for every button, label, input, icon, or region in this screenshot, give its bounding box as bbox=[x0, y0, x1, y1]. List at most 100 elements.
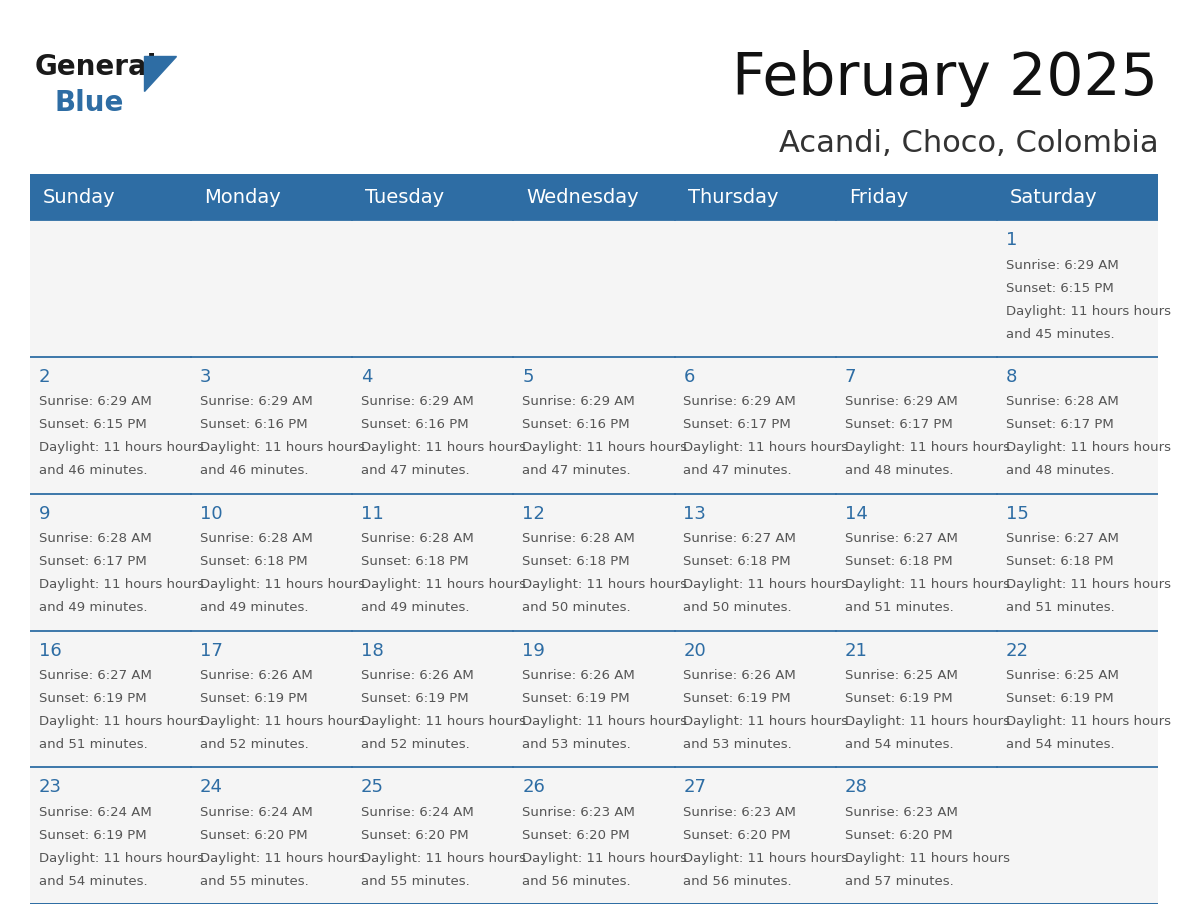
Text: Sunset: 6:19 PM: Sunset: 6:19 PM bbox=[200, 692, 308, 705]
Text: Sunset: 6:18 PM: Sunset: 6:18 PM bbox=[845, 555, 953, 568]
Text: and 56 minutes.: and 56 minutes. bbox=[683, 875, 792, 888]
Text: Daylight: 11 hours hours: Daylight: 11 hours hours bbox=[523, 715, 687, 728]
Text: Sunrise: 6:23 AM: Sunrise: 6:23 AM bbox=[523, 806, 636, 819]
Text: Sunset: 6:17 PM: Sunset: 6:17 PM bbox=[1006, 419, 1113, 431]
Text: and 57 minutes.: and 57 minutes. bbox=[845, 875, 954, 888]
Text: 18: 18 bbox=[361, 642, 384, 660]
Text: Saturday: Saturday bbox=[1010, 188, 1098, 207]
Text: and 54 minutes.: and 54 minutes. bbox=[845, 738, 953, 751]
Text: Friday: Friday bbox=[848, 188, 908, 207]
Text: and 46 minutes.: and 46 minutes. bbox=[38, 465, 147, 477]
Polygon shape bbox=[145, 56, 176, 91]
Text: and 53 minutes.: and 53 minutes. bbox=[523, 738, 631, 751]
Text: Daylight: 11 hours hours: Daylight: 11 hours hours bbox=[361, 715, 526, 728]
Text: Daylight: 11 hours hours: Daylight: 11 hours hours bbox=[1006, 305, 1171, 318]
Text: Daylight: 11 hours hours: Daylight: 11 hours hours bbox=[361, 442, 526, 454]
Text: Sunset: 6:17 PM: Sunset: 6:17 PM bbox=[845, 419, 953, 431]
Text: Sunrise: 6:25 AM: Sunrise: 6:25 AM bbox=[1006, 669, 1119, 682]
Text: Sunset: 6:17 PM: Sunset: 6:17 PM bbox=[683, 419, 791, 431]
Text: Daylight: 11 hours hours: Daylight: 11 hours hours bbox=[683, 715, 848, 728]
Bar bbox=[30, 767, 191, 904]
Text: Sunrise: 6:28 AM: Sunrise: 6:28 AM bbox=[523, 532, 636, 545]
Bar bbox=[191, 494, 352, 631]
Text: Daylight: 11 hours hours: Daylight: 11 hours hours bbox=[845, 442, 1010, 454]
Text: 17: 17 bbox=[200, 642, 222, 660]
Text: 8: 8 bbox=[1006, 368, 1017, 386]
Text: and 52 minutes.: and 52 minutes. bbox=[361, 738, 469, 751]
Text: Daylight: 11 hours hours: Daylight: 11 hours hours bbox=[38, 578, 203, 591]
Text: Sunrise: 6:27 AM: Sunrise: 6:27 AM bbox=[845, 532, 958, 545]
Text: 12: 12 bbox=[523, 505, 545, 523]
Text: Daylight: 11 hours hours: Daylight: 11 hours hours bbox=[683, 442, 848, 454]
Text: Daylight: 11 hours hours: Daylight: 11 hours hours bbox=[683, 852, 848, 865]
Text: and 54 minutes.: and 54 minutes. bbox=[1006, 738, 1114, 751]
Text: Sunset: 6:20 PM: Sunset: 6:20 PM bbox=[523, 829, 630, 842]
Text: Sunrise: 6:26 AM: Sunrise: 6:26 AM bbox=[683, 669, 796, 682]
Text: Sunrise: 6:27 AM: Sunrise: 6:27 AM bbox=[683, 532, 796, 545]
Text: Sunrise: 6:29 AM: Sunrise: 6:29 AM bbox=[523, 396, 636, 409]
Text: 14: 14 bbox=[845, 505, 867, 523]
Text: and 46 minutes.: and 46 minutes. bbox=[200, 465, 309, 477]
Text: Sunrise: 6:27 AM: Sunrise: 6:27 AM bbox=[38, 669, 151, 682]
Bar bbox=[836, 357, 997, 494]
Text: Daylight: 11 hours hours: Daylight: 11 hours hours bbox=[361, 852, 526, 865]
Text: 23: 23 bbox=[38, 778, 62, 797]
Bar bbox=[997, 631, 1158, 767]
Text: Sunset: 6:19 PM: Sunset: 6:19 PM bbox=[845, 692, 953, 705]
Text: Sunset: 6:19 PM: Sunset: 6:19 PM bbox=[361, 692, 468, 705]
Text: Daylight: 11 hours hours: Daylight: 11 hours hours bbox=[845, 715, 1010, 728]
Text: and 55 minutes.: and 55 minutes. bbox=[200, 875, 309, 888]
Bar bbox=[513, 494, 675, 631]
Text: and 48 minutes.: and 48 minutes. bbox=[845, 465, 953, 477]
Text: Daylight: 11 hours hours: Daylight: 11 hours hours bbox=[523, 442, 687, 454]
Text: Sunrise: 6:28 AM: Sunrise: 6:28 AM bbox=[361, 532, 474, 545]
Text: 3: 3 bbox=[200, 368, 211, 386]
Text: Sunset: 6:18 PM: Sunset: 6:18 PM bbox=[523, 555, 630, 568]
Bar bbox=[997, 494, 1158, 631]
Bar bbox=[836, 631, 997, 767]
Bar bbox=[836, 220, 997, 357]
Text: Sunset: 6:15 PM: Sunset: 6:15 PM bbox=[38, 419, 146, 431]
Text: and 51 minutes.: and 51 minutes. bbox=[38, 738, 147, 751]
Bar bbox=[997, 357, 1158, 494]
Text: 19: 19 bbox=[523, 642, 545, 660]
Text: and 45 minutes.: and 45 minutes. bbox=[1006, 328, 1114, 341]
Text: 10: 10 bbox=[200, 505, 222, 523]
Text: Sunrise: 6:28 AM: Sunrise: 6:28 AM bbox=[1006, 396, 1119, 409]
Bar bbox=[191, 767, 352, 904]
Text: Sunset: 6:19 PM: Sunset: 6:19 PM bbox=[38, 829, 146, 842]
Bar bbox=[513, 357, 675, 494]
Text: and 49 minutes.: and 49 minutes. bbox=[361, 601, 469, 614]
Bar bbox=[191, 220, 352, 357]
Text: Daylight: 11 hours hours: Daylight: 11 hours hours bbox=[845, 578, 1010, 591]
Text: Daylight: 11 hours hours: Daylight: 11 hours hours bbox=[523, 578, 687, 591]
Text: Sunrise: 6:27 AM: Sunrise: 6:27 AM bbox=[1006, 532, 1119, 545]
Bar bbox=[352, 631, 513, 767]
Text: Daylight: 11 hours hours: Daylight: 11 hours hours bbox=[38, 442, 203, 454]
Text: Sunset: 6:19 PM: Sunset: 6:19 PM bbox=[523, 692, 630, 705]
Text: Sunset: 6:18 PM: Sunset: 6:18 PM bbox=[683, 555, 791, 568]
Text: Sunrise: 6:24 AM: Sunrise: 6:24 AM bbox=[38, 806, 151, 819]
Bar bbox=[30, 631, 191, 767]
Text: Sunrise: 6:28 AM: Sunrise: 6:28 AM bbox=[38, 532, 151, 545]
Text: Daylight: 11 hours hours: Daylight: 11 hours hours bbox=[38, 715, 203, 728]
Text: and 49 minutes.: and 49 minutes. bbox=[38, 601, 147, 614]
Text: Daylight: 11 hours hours: Daylight: 11 hours hours bbox=[845, 852, 1010, 865]
Text: Daylight: 11 hours hours: Daylight: 11 hours hours bbox=[1006, 442, 1171, 454]
Text: Daylight: 11 hours hours: Daylight: 11 hours hours bbox=[200, 442, 365, 454]
Text: Sunset: 6:16 PM: Sunset: 6:16 PM bbox=[200, 419, 308, 431]
Text: Wednesday: Wednesday bbox=[526, 188, 639, 207]
Text: and 51 minutes.: and 51 minutes. bbox=[1006, 601, 1114, 614]
Bar bbox=[30, 357, 191, 494]
Bar bbox=[836, 767, 997, 904]
Text: Sunrise: 6:24 AM: Sunrise: 6:24 AM bbox=[361, 806, 474, 819]
Bar bbox=[352, 767, 513, 904]
Bar bbox=[675, 767, 836, 904]
Bar bbox=[836, 494, 997, 631]
Text: Daylight: 11 hours hours: Daylight: 11 hours hours bbox=[1006, 578, 1171, 591]
Text: Sunrise: 6:28 AM: Sunrise: 6:28 AM bbox=[200, 532, 312, 545]
Text: 21: 21 bbox=[845, 642, 867, 660]
Text: Daylight: 11 hours hours: Daylight: 11 hours hours bbox=[200, 852, 365, 865]
Text: Sunset: 6:20 PM: Sunset: 6:20 PM bbox=[683, 829, 791, 842]
Text: Daylight: 11 hours hours: Daylight: 11 hours hours bbox=[683, 578, 848, 591]
